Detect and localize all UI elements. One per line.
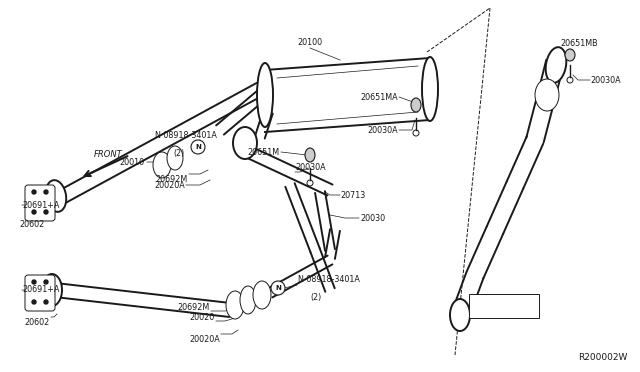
- Text: 20602: 20602: [25, 318, 50, 327]
- Text: 20713: 20713: [340, 190, 365, 199]
- Text: R200002W: R200002W: [579, 353, 628, 362]
- Circle shape: [32, 300, 36, 304]
- Ellipse shape: [535, 79, 559, 111]
- Text: 20651M: 20651M: [248, 148, 280, 157]
- Circle shape: [32, 190, 36, 194]
- Ellipse shape: [233, 127, 257, 159]
- Text: 20691+A: 20691+A: [22, 201, 60, 209]
- Text: 20010: 20010: [120, 157, 145, 167]
- Circle shape: [44, 300, 48, 304]
- Text: (2): (2): [173, 149, 184, 158]
- Circle shape: [44, 210, 48, 214]
- Text: (2): (2): [310, 293, 321, 302]
- Text: N: N: [275, 285, 281, 291]
- Ellipse shape: [226, 291, 244, 319]
- Ellipse shape: [253, 281, 271, 309]
- Ellipse shape: [167, 146, 183, 170]
- Text: 20030A: 20030A: [367, 125, 398, 135]
- Ellipse shape: [450, 299, 470, 331]
- FancyBboxPatch shape: [25, 275, 55, 311]
- Text: 20020: 20020: [189, 313, 215, 322]
- Text: FRONT: FRONT: [93, 150, 122, 159]
- Text: N 08918-3401A: N 08918-3401A: [155, 131, 217, 140]
- Text: 20020A: 20020A: [154, 180, 185, 189]
- Ellipse shape: [46, 180, 66, 212]
- Text: 20602: 20602: [20, 220, 45, 229]
- Text: 20100: 20100: [298, 38, 323, 47]
- Text: 2040D: 2040D: [479, 302, 505, 311]
- Text: 20691+A: 20691+A: [22, 285, 60, 295]
- Text: N: N: [195, 144, 201, 150]
- Circle shape: [44, 280, 48, 284]
- Text: 20030: 20030: [360, 214, 385, 222]
- FancyBboxPatch shape: [25, 185, 55, 221]
- Text: 20020A: 20020A: [189, 335, 220, 344]
- Text: 20651MA: 20651MA: [360, 93, 398, 102]
- Ellipse shape: [565, 49, 575, 61]
- Circle shape: [32, 280, 36, 284]
- Ellipse shape: [257, 63, 273, 127]
- Text: 20692M: 20692M: [178, 303, 210, 312]
- Ellipse shape: [42, 274, 62, 306]
- Circle shape: [191, 140, 205, 154]
- Ellipse shape: [240, 286, 256, 314]
- Text: 20692M: 20692M: [156, 175, 188, 184]
- Circle shape: [44, 190, 48, 194]
- Ellipse shape: [411, 98, 421, 112]
- Ellipse shape: [153, 152, 171, 178]
- FancyBboxPatch shape: [469, 294, 539, 318]
- Ellipse shape: [422, 57, 438, 121]
- Ellipse shape: [546, 47, 566, 83]
- Text: 20651MB: 20651MB: [560, 39, 598, 48]
- Text: 20030A: 20030A: [295, 163, 326, 172]
- Text: N 08918-3401A: N 08918-3401A: [298, 275, 360, 284]
- Ellipse shape: [305, 148, 315, 162]
- Text: 20030A: 20030A: [590, 76, 621, 84]
- Circle shape: [32, 210, 36, 214]
- Circle shape: [271, 281, 285, 295]
